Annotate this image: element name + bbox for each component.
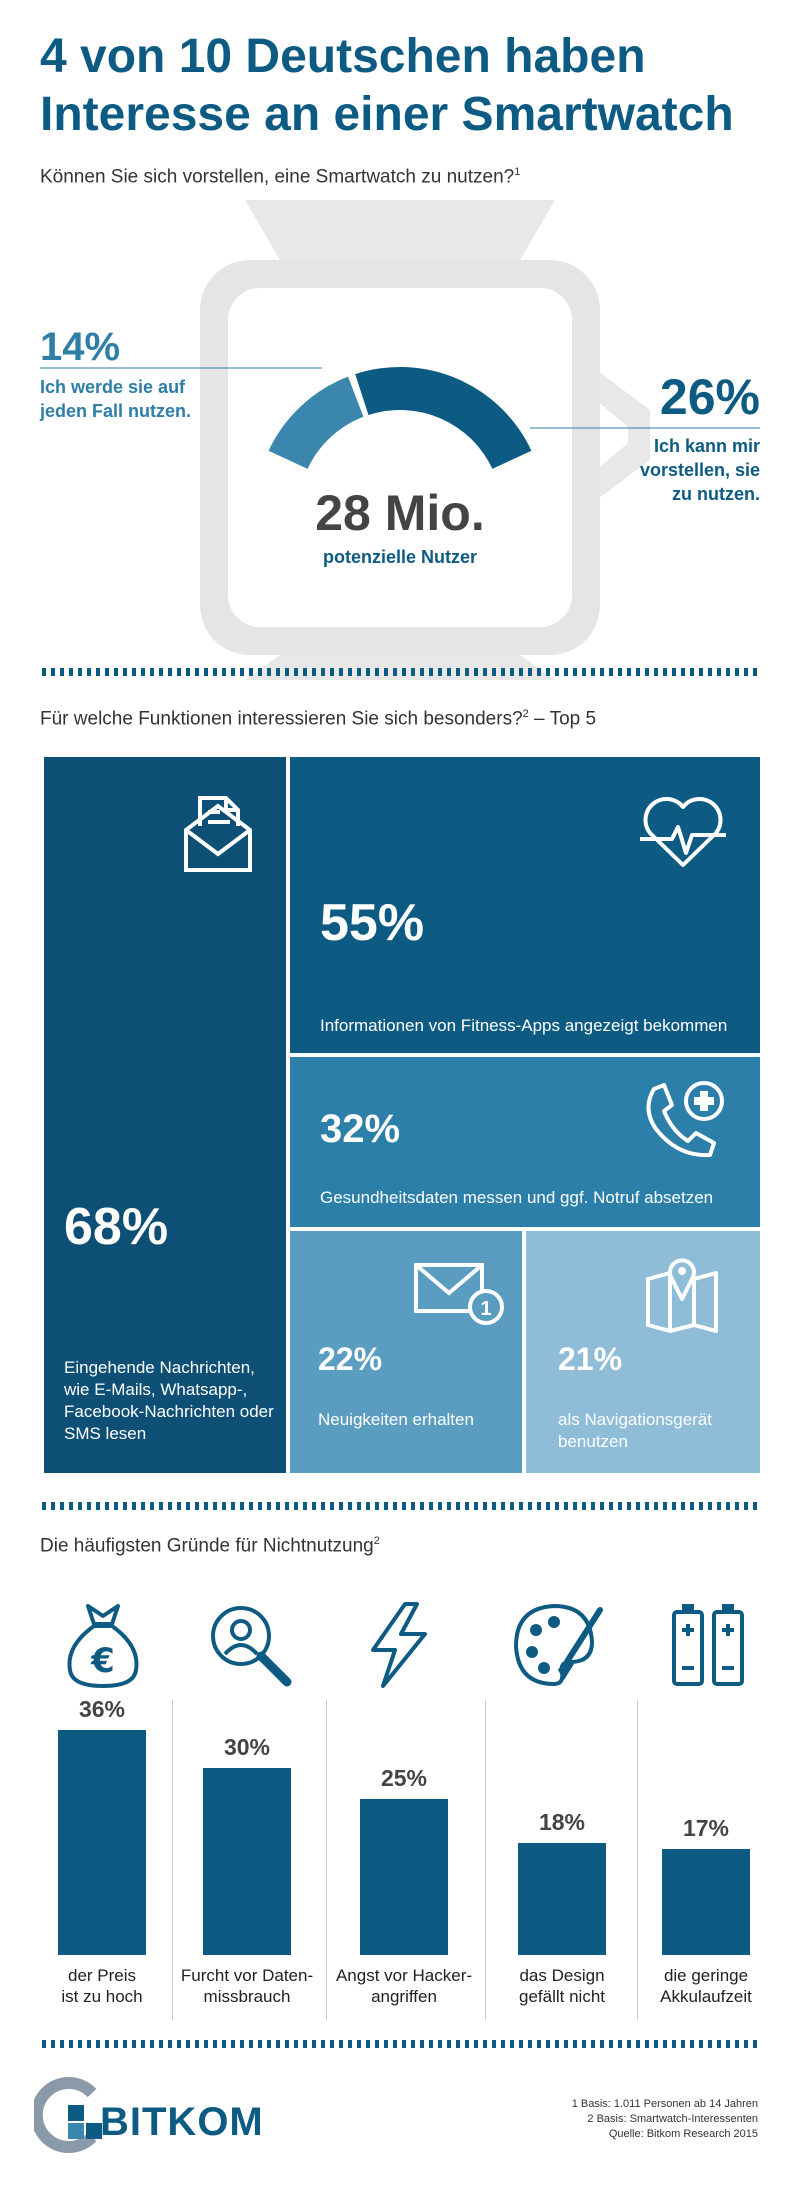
- bar-separator: [326, 1700, 327, 2020]
- function-label-fitness: Informationen von Fitness-Apps angezeigt…: [320, 1016, 728, 1035]
- function-tile-health: 32% Gesundheitsdaten messen und ggf. Not…: [290, 1057, 760, 1227]
- lightning-icon: [371, 1602, 427, 1688]
- watch-center-label: potenzielle Nutzer: [322, 547, 478, 567]
- function-pct-messages: 68%: [64, 1198, 169, 1256]
- heart-pulse-icon: [640, 797, 726, 867]
- function-tile-navigation: 21% als Navigationsgerät benutzen: [526, 1231, 760, 1473]
- watch-strap-top: [245, 200, 555, 260]
- bar-category-label: Furcht vor Daten-missbrauch: [180, 1966, 314, 2006]
- bar-category-label: das Design gefällt nicht: [519, 1966, 605, 2006]
- function-tile-fitness: 55% Informationen von Fitness-Apps angez…: [290, 757, 760, 1053]
- question-2-text: Für welche Funktionen interessieren Sie …: [40, 708, 523, 730]
- function-tile-news: 1 22% Neuigkeiten erhalten: [290, 1231, 522, 1473]
- map-pin-icon: [646, 1258, 718, 1333]
- bar: [360, 1798, 448, 1955]
- function-pct-navigation: 21%: [558, 1341, 623, 1377]
- question-1-text: Können Sie sich vorstellen, eine Smartwa…: [40, 166, 515, 188]
- dashed-divider-3: [42, 2040, 758, 2048]
- question-3-footnote: 2: [373, 1535, 380, 1547]
- function-label-messages-line-3: Facebook-Nachrichten oder: [64, 1402, 274, 1421]
- footnote-1: 1 Basis: 1.011 Personen ab 14 Jahren: [571, 2098, 758, 2110]
- watch-left-label: Ich werde sie auf jeden Fall nutzen.: [40, 375, 191, 423]
- bar-value-label: 36%: [78, 1696, 126, 1722]
- question-3: Die häufigsten Gründe für Nichtnutzung2: [40, 1535, 380, 1557]
- bar-category-label: der Preis ist zu hoch: [61, 1966, 143, 2006]
- watch-right-label-2: vorstellen, sie: [639, 460, 760, 480]
- function-label-messages-line-4: SMS lesen: [64, 1424, 147, 1443]
- function-label-navigation: als Navigationsgerät benutzen: [558, 1409, 712, 1453]
- watch-crown-chevron: [590, 365, 650, 505]
- phone-medical-icon: [646, 1081, 724, 1158]
- gauge-segment-14: [268, 376, 364, 469]
- bar-separator: [637, 1700, 638, 2020]
- function-pct-health: 32%: [320, 1107, 401, 1151]
- footnote-2: 2 Basis: Smartwatch-Interessenten: [587, 2113, 758, 2125]
- bar: [203, 1767, 291, 1955]
- mail-document-icon: [184, 796, 252, 872]
- bar: [662, 1848, 750, 1955]
- function-label-messages: Eingehende Nachrichten, wie E-Mails, Wha…: [64, 1357, 279, 1445]
- question-2-footnote: 2: [522, 708, 529, 720]
- magnifier-person-icon: [211, 1606, 292, 1687]
- function-label-messages-line-2: wie E-Mails, Whatsapp-,: [64, 1380, 248, 1399]
- envelope-notification-icon: 1: [414, 1263, 504, 1325]
- function-label-news: Neuigkeiten erhalten: [318, 1410, 474, 1429]
- bar: [58, 1730, 146, 1955]
- bar: [518, 1842, 606, 1955]
- watch-right-label-3: zu nutzen.: [672, 484, 760, 504]
- bar-separator: [172, 1700, 173, 2020]
- watch-right-label: Ich kann mir vorstellen, sie zu nutzen.: [600, 434, 760, 506]
- watch-right-label-1: Ich kann mir: [653, 436, 760, 456]
- bar-value-label: 25%: [380, 1764, 428, 1791]
- bar-value-label: 30%: [223, 1733, 271, 1760]
- footnotes: 1 Basis: 1.011 Personen ab 14 Jahren 2 B…: [572, 2097, 758, 2142]
- page-title: 4 von 10 Deutschen haben Interesse an ei…: [40, 28, 780, 144]
- question-1-footnote: 1: [514, 166, 521, 178]
- dashed-divider-1: [42, 668, 758, 676]
- function-label-navigation-line-1: als Navigationsgerät: [558, 1410, 713, 1429]
- money-bag-euro-icon: €: [67, 1604, 139, 1688]
- question-3-text: Die häufigsten Gründe für Nichtnutzung: [40, 1535, 374, 1557]
- dashed-divider-2: [42, 1502, 758, 1510]
- title-line-2: Interesse an einer Smartwatch: [40, 88, 734, 141]
- bar-category-label: Angst vor Hacker-angriffen: [335, 1966, 473, 2006]
- svg-text:1: 1: [480, 1298, 491, 1320]
- bar-value-label: 18%: [538, 1808, 586, 1835]
- watch-left-label-2: jeden Fall nutzen.: [40, 401, 192, 421]
- watch-center-value: 28 Mio.: [315, 485, 485, 541]
- bitkom-logo-text: BITKOM: [100, 2100, 264, 2144]
- bar-category-label: die geringe Akkulaufzeit: [660, 1966, 752, 2006]
- watch-left-label-1: Ich werde sie auf: [40, 377, 186, 397]
- watch-right-pct: 26%: [659, 369, 760, 425]
- reasons-bar-chart: 36% der Preis ist zu hoch 30% Furcht vor Dat…: [0, 1690, 800, 2030]
- function-label-health: Gesundheitsdaten messen und ggf. Notruf …: [320, 1188, 714, 1207]
- question-2-suffix: – Top 5: [528, 708, 597, 730]
- bar-separator: [485, 1700, 486, 2020]
- bitkom-logo-mark: [34, 2077, 102, 2153]
- watch-screen: [228, 288, 572, 627]
- question-1: Können Sie sich vorstellen, eine Smartwa…: [40, 166, 520, 188]
- gauge-segment-26: [355, 367, 532, 469]
- function-label-messages-line-1: Eingehende Nachrichten,: [64, 1358, 255, 1377]
- palette-icon: [514, 1604, 603, 1686]
- footnote-source: Quelle: Bitkom Research 2015: [608, 2128, 758, 2140]
- question-2: Für welche Funktionen interessieren Sie …: [40, 708, 596, 730]
- title-line-1: 4 von 10 Deutschen haben: [40, 30, 646, 83]
- function-pct-news: 22%: [318, 1341, 383, 1377]
- bar-value-label: 17%: [682, 1814, 730, 1841]
- function-tile-messages: 68% Eingehende Nachrichten, wie E-Mails,…: [44, 757, 286, 1473]
- svg-text:€: €: [90, 1641, 115, 1681]
- function-label-navigation-line-2: benutzen: [558, 1432, 628, 1451]
- batteries-icon: [672, 1604, 744, 1686]
- function-pct-fitness: 55%: [320, 894, 425, 952]
- watch-left-pct: 14%: [40, 325, 121, 369]
